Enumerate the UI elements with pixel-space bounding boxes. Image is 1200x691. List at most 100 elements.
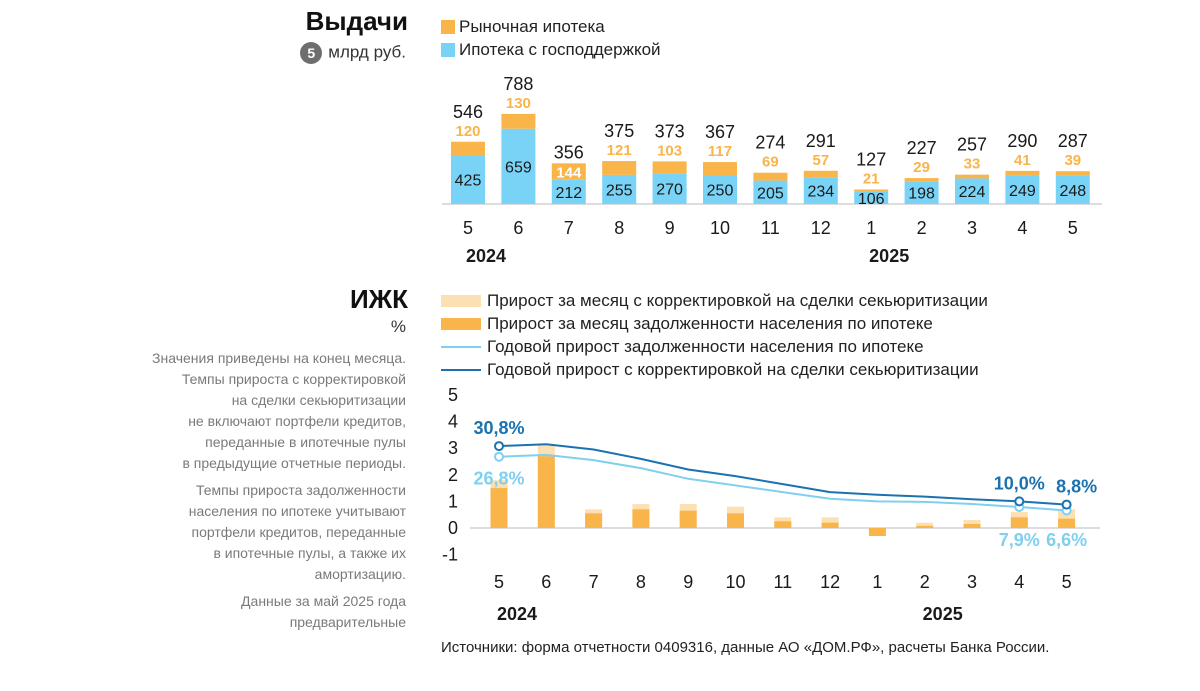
y-tick-label: 2 [448,465,458,485]
data-label-subsidized: 224 [959,184,986,201]
data-label-market: 121 [607,142,632,159]
legend-swatch-monthly [441,317,481,330]
izhk-notes: Значения приведены на конец месяца. Темпы… [76,348,406,633]
data-label-total: 227 [907,138,937,158]
bar-market [753,172,788,181]
data-label-market: 21 [863,170,880,187]
data-label-market: 144 [556,165,582,182]
data-label-market: 69 [762,154,779,171]
x-tick-label: 10 [725,572,745,592]
data-label-market: 120 [455,123,480,140]
line-yearly-adjusted [498,443,1067,506]
izhk-legend: Прирост за месяц с корректировкой на сде… [441,289,988,381]
line-marker [494,441,504,452]
legend-swatch-subsidized [441,42,455,57]
line-marker [1061,499,1072,510]
izhk-title: ИЖК [349,284,408,314]
line-annotation: 10,0% [994,473,1045,493]
line-annotation: 8,8% [1056,477,1097,497]
y-tick-label: 0 [448,518,458,538]
legend-label-monthly: Прирост за месяц задолженности населения… [487,314,933,333]
x-tick-label: 11 [761,218,780,238]
data-label-subsidized: 106 [858,191,885,208]
legend-item-monthly: Прирост за месяц задолженности населения… [441,312,988,335]
data-label-total: 257 [957,135,987,155]
bar-market [803,170,838,178]
bar-monthly [727,513,744,528]
note-line: не включают портфели кредитов, [188,413,406,429]
line-marker [494,451,504,462]
line-annotation: 26,8% [473,469,524,489]
bar-monthly [868,528,886,536]
note-line: в ипотечные пулы, а также их [213,545,406,561]
x-tick-label: 5 [463,218,473,238]
bar-market [703,162,737,176]
x-tick-label: 11 [773,572,792,592]
izhk-unit: % [390,317,406,336]
legend-item-subsidized: Ипотека с господдержкой [441,38,661,61]
x-tick-label: 10 [710,218,730,238]
legend-item-yearly: Годовой прирост задолженности населения … [441,335,988,358]
data-label-subsidized: 234 [807,184,834,201]
note-line: Данные за май 2025 года [241,593,406,609]
legend-label-market: Рыночная ипотека [459,17,605,36]
data-label-market: 33 [964,156,981,173]
x-tick-label: 6 [541,572,551,592]
data-label-subsidized: 198 [908,186,935,203]
data-label-subsidized: 248 [1059,183,1086,200]
x-tick-label: 5 [1068,218,1078,238]
legend-swatch-monthly-adjusted [441,294,481,307]
data-label-total: 127 [856,149,886,169]
issuance-badge: 5 [300,42,323,64]
bar-market [551,163,586,180]
data-label-total: 356 [554,142,584,162]
x-tick-label: 2 [917,218,927,238]
legend-item-monthly-adjusted: Прирост за месяц с корректировкой на сде… [441,289,988,312]
data-label-total: 287 [1058,131,1088,151]
bar-subsidized [1005,175,1040,204]
data-label-total: 290 [1007,131,1037,151]
bar-monthly-adjusted [916,522,934,528]
x-tick-label: 1 [872,572,882,592]
data-label-subsidized: 205 [757,185,784,202]
x-tick-label: 4 [1014,572,1024,592]
line-marker [1014,496,1025,507]
data-label-market: 130 [506,95,531,112]
data-label-total: 291 [806,131,836,151]
bar-subsidized [1055,175,1090,204]
bar-market [1005,170,1040,176]
bar-market [955,174,989,179]
data-label-total: 367 [705,122,735,142]
x-tick-label: 6 [513,218,523,238]
data-label-market: 117 [708,143,732,160]
bar-market [1055,171,1090,176]
x-year-label: 2025 [869,246,909,266]
bar-monthly [585,513,603,528]
bar-monthly [916,525,934,528]
issuance-unit-row: 5 млрд руб. [300,42,406,64]
izhk-note-1: Значения приведены на конец месяца. Темпы… [76,348,406,474]
legend-label-subsidized: Ипотека с господдержкой [459,40,661,59]
note-line: переданные в ипотечные пулы [205,434,406,450]
bar-subsidized [904,181,939,204]
data-label-total: 375 [604,121,634,141]
data-label-total: 274 [755,133,785,153]
data-label-subsidized: 270 [656,182,683,199]
note-line: предварительные [289,614,406,630]
bar-subsidized [803,177,838,204]
bar-market [904,178,939,182]
bar-monthly [774,521,792,528]
bar-subsidized [955,178,989,204]
bar-subsidized [451,155,485,204]
x-year-label: 2024 [497,604,537,624]
x-tick-label: 9 [683,572,693,592]
bar-monthly [537,456,555,528]
note-line: Значения приведены на конец месяца. [152,350,406,366]
x-tick-label: 12 [820,572,840,592]
bar-market [451,141,485,156]
data-label-market: 57 [812,152,829,169]
bar-monthly [1010,517,1028,528]
data-label-subsidized: 212 [555,185,582,202]
legend-label-yearly-adjusted: Годовой прирост с корректировкой на сдел… [487,360,979,379]
